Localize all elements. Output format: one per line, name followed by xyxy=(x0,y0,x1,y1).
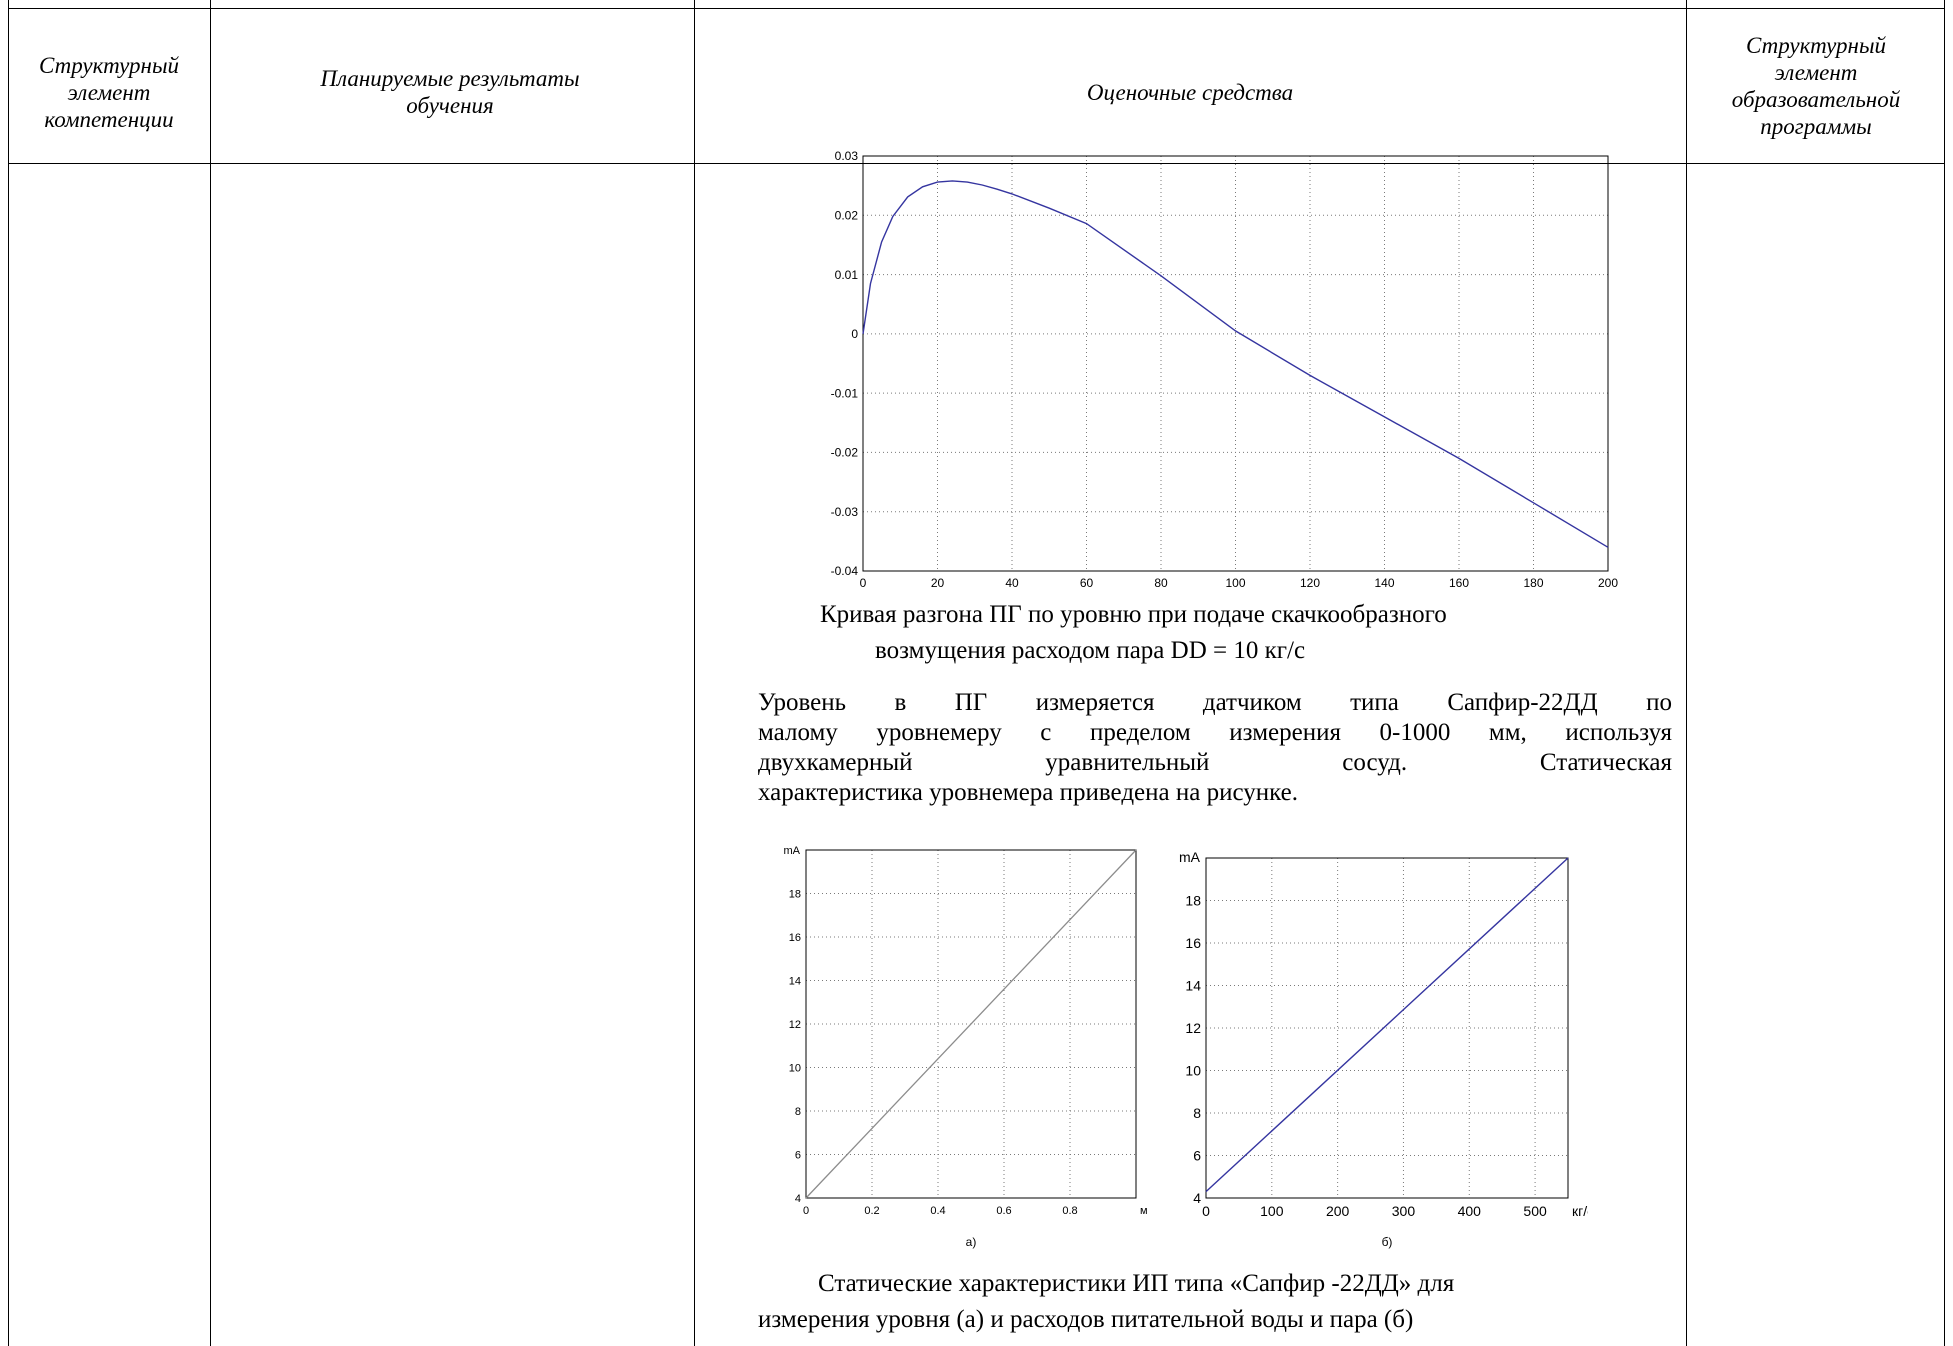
x-tick-label: 80 xyxy=(1154,576,1168,590)
step-response-chart: 0 20 40 60 80 100 120 140 160 180 200 0.03 0.02 0.01 0… xyxy=(831,149,1619,590)
chart-sublabel: б) xyxy=(1382,1235,1393,1249)
y-tick-label: 14 xyxy=(789,975,801,987)
level-characteristic-chart: 0 0.2 0.4 0.6 0.8 18 16 14 12 10 8 6 4 mA м а) xyxy=(784,845,1148,1249)
table-divider-2 xyxy=(694,0,695,1346)
y-tick-label: 4 xyxy=(1193,1190,1201,1206)
x-tick-label: 200 xyxy=(1598,576,1618,590)
y-tick-label: 0.02 xyxy=(835,208,859,222)
chart-sublabel: а) xyxy=(966,1235,977,1249)
header-planned-results: Планируемые результаты обучения xyxy=(300,22,600,162)
plot-frame xyxy=(862,155,1609,572)
y-tick-label: -0.02 xyxy=(831,446,859,460)
y-axis-unit: mA xyxy=(784,845,801,857)
caption-line: Кривая разгона ПГ по уровню при подаче с… xyxy=(820,601,1447,628)
y-tick-label: 6 xyxy=(795,1149,801,1161)
header-assessment-tools: Оценочные средства xyxy=(696,22,1684,162)
y-tick-label: 8 xyxy=(1193,1105,1201,1121)
x-tick-label: 0 xyxy=(1202,1203,1210,1219)
header-competence-element: Структурный элемент компетенции xyxy=(10,22,208,162)
y-tick-label: 10 xyxy=(789,1062,801,1074)
table-divider-1 xyxy=(210,0,211,1346)
caption-static-characteristics: Статические характеристики ИП типа «Сапф… xyxy=(758,1266,1678,1338)
caption-line: возмущения расходом пара DD = 10 кг/с xyxy=(875,637,1306,664)
level-sensor-paragraph: Уровень в ПГ измеряется датчиком типа Са… xyxy=(758,688,1672,808)
y-tick-label: 6 xyxy=(1193,1147,1201,1163)
x-tick-label: 60 xyxy=(1080,576,1094,590)
y-tick-label: 10 xyxy=(1185,1062,1201,1078)
x-tick-label: 40 xyxy=(1005,576,1019,590)
y-tick-label: 18 xyxy=(1185,892,1201,908)
x-axis-unit: кг/с xyxy=(1572,1203,1588,1219)
y-tick-label: 16 xyxy=(789,932,801,944)
header-program-element: Структурный элемент образовательной прог… xyxy=(1705,8,1927,163)
y-axis-unit: mA xyxy=(1179,849,1201,865)
x-tick-label: 160 xyxy=(1449,576,1469,590)
x-tick-label: 100 xyxy=(1260,1203,1284,1219)
header-text: Структурный элемент образовательной прог… xyxy=(1731,32,1901,139)
x-tick-label: 0.2 xyxy=(864,1205,879,1217)
table-border-right xyxy=(1944,0,1945,1346)
y-tick-label: 12 xyxy=(1185,1020,1201,1036)
x-tick-label: 300 xyxy=(1392,1203,1416,1219)
plot-frame xyxy=(1205,857,1569,1199)
y-tick-label: 18 xyxy=(789,888,801,900)
caption-line: измерения уровня (а) и расходов питатель… xyxy=(758,1306,1414,1333)
x-tick-label: 0 xyxy=(803,1205,809,1217)
y-tick-label: -0.04 xyxy=(831,564,859,578)
x-tick-label: 0.6 xyxy=(996,1205,1011,1217)
series-line xyxy=(862,180,1609,548)
x-tick-label: 0.8 xyxy=(1062,1205,1077,1217)
y-tick-label: -0.03 xyxy=(831,505,859,519)
flow-characteristic-chart: 0 100 200 300 400 500 18 16 14 12 10 8 6 4 mA кг/с б) xyxy=(1179,849,1588,1249)
header-text: Оценочные средства xyxy=(1086,79,1294,105)
x-tick-label: 100 xyxy=(1225,576,1245,590)
table-divider-3 xyxy=(1686,0,1687,1346)
y-tick-label: 0.03 xyxy=(835,149,859,163)
paragraph-line: Уровень в ПГ измеряется датчиком типа Са… xyxy=(758,689,1672,716)
series-line xyxy=(805,849,1137,1199)
x-tick-label: 0 xyxy=(860,576,867,590)
header-text: Планируемые результаты обучения xyxy=(320,66,580,118)
y-tick-label: 0 xyxy=(851,327,858,341)
x-tick-label: 400 xyxy=(1458,1203,1482,1219)
x-axis-unit: м xyxy=(1140,1205,1148,1217)
paragraph-line: двухкамерный уравнительный сосуд. Статич… xyxy=(758,749,1672,776)
y-tick-label: 8 xyxy=(795,1106,801,1118)
y-tick-label: -0.01 xyxy=(831,386,859,400)
x-tick-label: 180 xyxy=(1523,576,1543,590)
caption-line: Статические характеристики ИП типа «Сапф… xyxy=(818,1270,1455,1297)
plot-frame xyxy=(805,849,1137,1199)
series-line xyxy=(1205,857,1569,1193)
paragraph-line: малому уровнемеру с пределом измерения 0… xyxy=(758,719,1672,746)
y-tick-label: 0.01 xyxy=(835,268,859,282)
header-text: Структурный элемент компетенции xyxy=(38,52,180,132)
x-tick-label: 0.4 xyxy=(930,1205,945,1217)
x-tick-label: 20 xyxy=(931,576,945,590)
x-tick-label: 140 xyxy=(1374,576,1394,590)
y-tick-label: 12 xyxy=(789,1019,801,1031)
paragraph-line: характеристика уровнемера приведена на р… xyxy=(758,779,1298,806)
caption-step-response: Кривая разгона ПГ по уровню при подаче с… xyxy=(820,597,1680,669)
x-tick-label: 500 xyxy=(1523,1203,1547,1219)
table-border-top xyxy=(8,8,1944,9)
x-tick-label: 120 xyxy=(1300,576,1320,590)
y-tick-label: 14 xyxy=(1185,977,1201,993)
table-border-left xyxy=(8,0,9,1346)
y-tick-label: 16 xyxy=(1185,935,1201,951)
x-tick-label: 200 xyxy=(1326,1203,1350,1219)
table-header-divider xyxy=(8,163,1944,164)
y-tick-label: 4 xyxy=(795,1193,801,1205)
